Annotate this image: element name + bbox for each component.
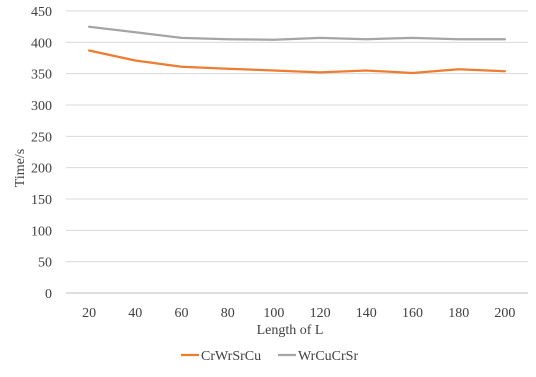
x-tick-label: 60 — [175, 306, 189, 321]
x-tick-label: 100 — [263, 306, 284, 321]
y-tick-label: 250 — [31, 130, 52, 145]
series-line-1 — [87, 49, 507, 75]
legend: CrWrSrCu WrCuCrSr — [181, 349, 358, 364]
gridlines — [66, 10, 528, 294]
y-tick-label: 350 — [31, 68, 52, 83]
y-tick-label: 200 — [31, 162, 52, 177]
y-tick-label: 100 — [31, 224, 52, 239]
x-tick-label: 140 — [356, 306, 377, 321]
series-line-2 — [87, 25, 507, 41]
y-tick-label: 50 — [38, 256, 52, 271]
series-lines — [87, 25, 507, 75]
x-tick-label: 160 — [402, 306, 423, 321]
x-tick-label: 120 — [310, 306, 331, 321]
y-tick-label: 150 — [31, 193, 52, 208]
legend-label: WrCuCrSr — [298, 349, 358, 364]
x-axis-tick-labels: 20 40 60 80 100 120 140 160 180 200 — [82, 306, 515, 321]
y-axis-title: Time/s — [13, 149, 28, 187]
y-axis-tick-labels: 0 50 100 150 200 250 300 350 400 450 — [31, 5, 52, 302]
y-tick-label: 300 — [31, 99, 52, 114]
legend-label: CrWrSrCu — [201, 349, 261, 364]
legend-item: WrCuCrSr — [278, 349, 358, 364]
y-tick-label: 400 — [31, 36, 52, 51]
legend-item: CrWrSrCu — [181, 349, 261, 364]
y-tick-label: 450 — [31, 5, 52, 20]
x-tick-label: 40 — [128, 306, 142, 321]
x-tick-label: 80 — [221, 306, 235, 321]
x-axis-title: Length of L — [257, 323, 324, 338]
x-tick-label: 200 — [494, 306, 515, 321]
x-tick-label: 20 — [82, 306, 96, 321]
x-tick-label: 180 — [448, 306, 469, 321]
y-tick-label: 0 — [45, 287, 52, 302]
